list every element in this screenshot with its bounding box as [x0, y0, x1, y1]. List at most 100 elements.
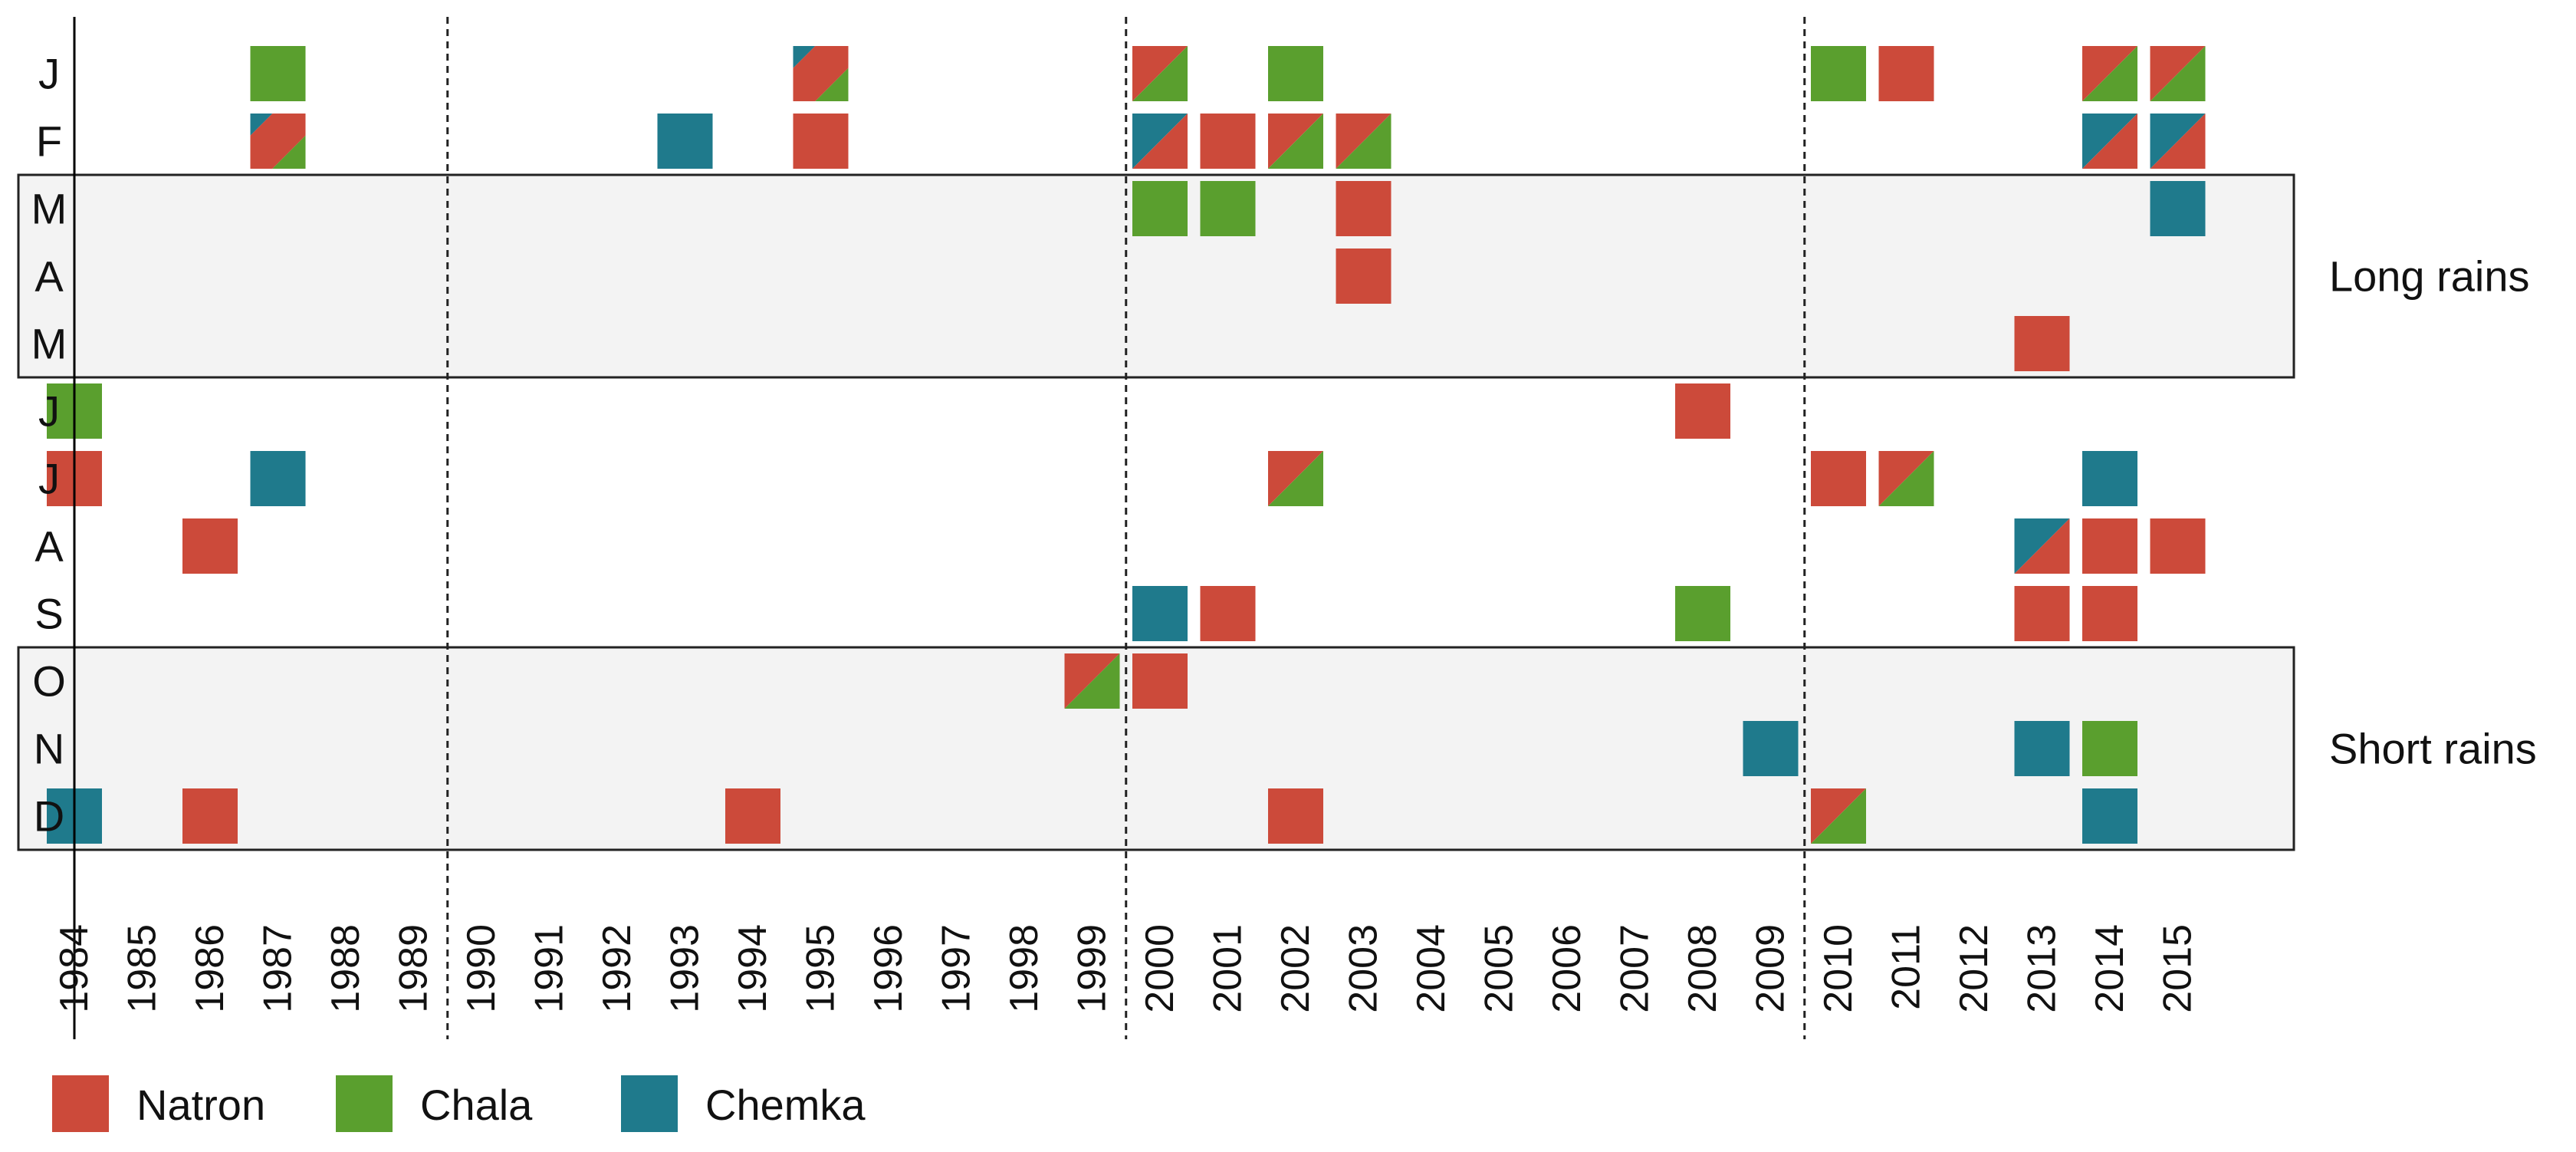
event-cell-2008-m6-natron	[1675, 383, 1730, 439]
event-cell-2015-m8-natron	[2150, 518, 2206, 574]
year-label-1992: 1992	[595, 924, 639, 1013]
month-label-11: N	[34, 725, 64, 773]
year-label-1993: 1993	[663, 924, 708, 1013]
event-cell-2015-m3-chemka	[2150, 181, 2206, 236]
year-label-2003: 2003	[1342, 924, 1386, 1013]
month-label-6: J	[38, 387, 60, 436]
year-label-1994: 1994	[731, 924, 775, 1013]
event-cell-2008-m9-chala	[1675, 586, 1730, 641]
event-cell-2014-m9-natron	[2082, 586, 2137, 641]
year-label-2010: 2010	[1816, 924, 1861, 1013]
event-cell-2002-m12	[1268, 788, 1323, 844]
event-cell-2014-m1-chala	[2082, 46, 2137, 101]
event-cell-2015-m1	[2150, 46, 2206, 101]
event-cell-2014-m7	[2082, 451, 2137, 506]
month-label-2: F	[36, 117, 62, 166]
event-cell-2002-m1	[1268, 46, 1323, 101]
event-cell-2001-m3	[1200, 181, 1256, 236]
year-label-1997: 1997	[935, 924, 979, 1013]
event-cell-2003-m4	[1336, 249, 1392, 304]
event-cell-1987-m7-chemka	[250, 451, 306, 506]
year-label-1989: 1989	[392, 924, 436, 1013]
year-label-1998: 1998	[1002, 924, 1046, 1013]
event-cell-2014-m1	[2082, 46, 2137, 101]
year-label-2012: 2012	[1952, 924, 1996, 1013]
legend-item-chemka: Chemka	[621, 1075, 866, 1132]
event-cell-2008-m9	[1675, 586, 1730, 641]
event-cell-2000-m2	[1132, 114, 1188, 169]
event-cell-2011-m7	[1878, 451, 1934, 506]
year-label-1991: 1991	[527, 924, 572, 1013]
event-cell-2013-m5	[2014, 316, 2070, 371]
event-cell-2013-m9-natron	[2014, 586, 2070, 641]
event-cell-2002-m7-chala	[1268, 451, 1323, 506]
event-cell-2003-m2-chala	[1336, 114, 1392, 169]
event-cell-1993-m2	[657, 114, 713, 169]
event-cell-1995-m2	[793, 114, 849, 169]
event-cell-1987-m1-chala	[250, 46, 306, 101]
month-label-12: D	[34, 792, 64, 841]
event-cell-2001-m2-natron	[1200, 114, 1256, 169]
event-cell-2013-m9	[2014, 586, 2070, 641]
event-cell-2002-m2-chala	[1268, 114, 1323, 169]
event-cell-1986-m12-natron	[182, 788, 238, 844]
event-cell-2000-m1-chala	[1132, 46, 1188, 101]
event-cell-2014-m11	[2082, 721, 2137, 776]
season-labels: Long rains Short rains	[2329, 252, 2537, 773]
event-cell-1999-m10-chala	[1064, 653, 1120, 709]
year-label-2006: 2006	[1545, 924, 1589, 1013]
legend-swatch-chemka	[621, 1075, 678, 1132]
year-label-1984: 1984	[52, 924, 97, 1013]
event-cell-1987-m7	[250, 451, 306, 506]
year-label-1996: 1996	[866, 924, 911, 1013]
year-label-2009: 2009	[1749, 924, 1793, 1013]
month-label-5: M	[31, 320, 67, 368]
event-cell-2010-m12-chala	[1811, 788, 1866, 844]
event-cell-1987-m2-chala	[272, 135, 306, 169]
event-cell-2013-m11	[2014, 721, 2070, 776]
event-cell-2003-m4-natron	[1336, 249, 1392, 304]
year-label-1985: 1985	[120, 924, 165, 1013]
legend-label-chemka: Chemka	[705, 1081, 866, 1129]
event-cell-2001-m2	[1200, 114, 1256, 169]
event-cell-2015-m2	[2150, 114, 2206, 169]
event-cell-1999-m10	[1064, 653, 1120, 709]
event-cell-2003-m2	[1336, 114, 1392, 169]
event-cell-2003-m3	[1336, 181, 1392, 236]
event-cell-2014-m11-chala	[2082, 721, 2137, 776]
month-label-1: J	[38, 50, 60, 98]
event-cell-2013-m8-natron	[2014, 518, 2070, 574]
year-label-2007: 2007	[1613, 924, 1658, 1013]
year-label-2014: 2014	[2088, 924, 2132, 1013]
event-cell-2002-m7	[1268, 451, 1323, 506]
event-cell-2015-m8	[2150, 518, 2206, 574]
event-cell-2014-m8-natron	[2082, 518, 2137, 574]
year-label-1987: 1987	[256, 924, 301, 1013]
event-cell-1987-m2-chemka	[250, 114, 273, 136]
event-cell-2014-m12-chemka	[2082, 788, 2137, 844]
event-cell-2000-m10-natron	[1132, 653, 1188, 709]
year-label-2005: 2005	[1477, 924, 1522, 1013]
year-label-2008: 2008	[1681, 924, 1725, 1013]
event-cell-2010-m7	[1811, 451, 1866, 506]
event-cells	[47, 46, 2206, 844]
event-cell-2014-m9	[2082, 586, 2137, 641]
event-cell-1987-m2-natron	[250, 114, 306, 169]
event-cell-2013-m5-natron	[2014, 316, 2070, 371]
event-cell-2015-m1-chala	[2150, 46, 2206, 101]
event-cell-2000-m9	[1132, 586, 1188, 641]
event-cell-1986-m8	[182, 518, 238, 574]
legend-item-chala: Chala	[336, 1075, 533, 1132]
year-label-1986: 1986	[188, 924, 232, 1013]
year-label-2013: 2013	[2020, 924, 2065, 1013]
event-cell-2001-m3-chala	[1200, 181, 1256, 236]
event-cell-2009-m11	[1743, 721, 1799, 776]
event-cell-2014-m12	[2082, 788, 2137, 844]
year-label-1990: 1990	[459, 924, 504, 1013]
event-cell-2011-m7-chala	[1878, 451, 1934, 506]
event-cell-2011-m1	[1878, 46, 1934, 101]
event-cell-1995-m1-natron	[793, 46, 849, 101]
event-cell-2011-m1-natron	[1878, 46, 1934, 101]
decade-separators	[446, 17, 1806, 1039]
